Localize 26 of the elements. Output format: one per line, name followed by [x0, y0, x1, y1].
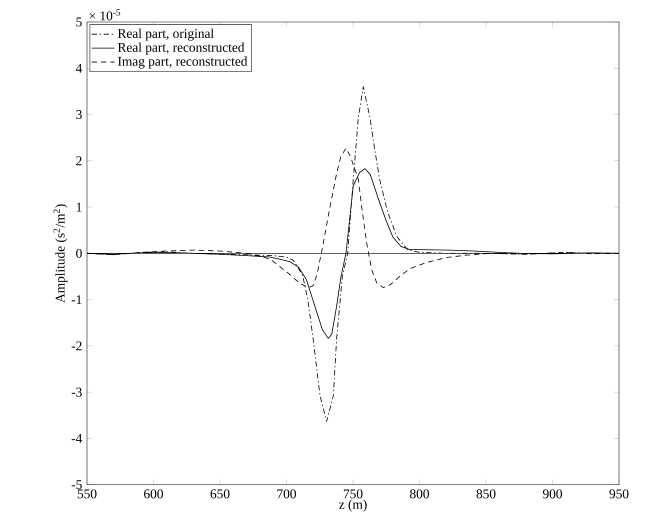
- y-axis-title: Amplitude (s$^{2}$/m$^{2}$): [54, 204, 68, 303]
- y-tick-label: -2: [72, 341, 82, 350]
- legend-label: Real part, original: [118, 28, 214, 41]
- y-tick-label: -3: [72, 388, 82, 397]
- y-tick-label: -5: [72, 480, 82, 490]
- y-tick-label: 4: [76, 64, 82, 73]
- x-tick-label: 700: [277, 489, 296, 498]
- x-tick-label: 950: [609, 489, 629, 498]
- y-tick-label: 2: [76, 156, 82, 166]
- x-tick-label: 800: [410, 489, 430, 498]
- y-tick-label: 3: [76, 110, 82, 120]
- legend-label: Real part, reconstructed: [118, 42, 244, 55]
- y-tick-label: 0: [76, 248, 82, 258]
- x-tick-label: 900: [542, 489, 562, 498]
- legend-label: Imag part, reconstructed: [118, 56, 248, 69]
- x-tick-label: 650: [210, 489, 230, 498]
- y-tick-label: -4: [72, 434, 82, 443]
- x-axis-title: z (m): [339, 500, 367, 512]
- x-tick-label: 750: [344, 489, 363, 498]
- x-tick-label: 600: [144, 489, 164, 498]
- y-tick-label: 5: [76, 18, 82, 26]
- y-tick-label: -1: [72, 295, 82, 304]
- text: × 10$^{-5}$: [90, 9, 120, 20]
- x-tick-label: 550: [78, 489, 97, 498]
- x-tick-label: 850: [476, 489, 496, 498]
- y-tick-label: 1: [76, 202, 82, 212]
